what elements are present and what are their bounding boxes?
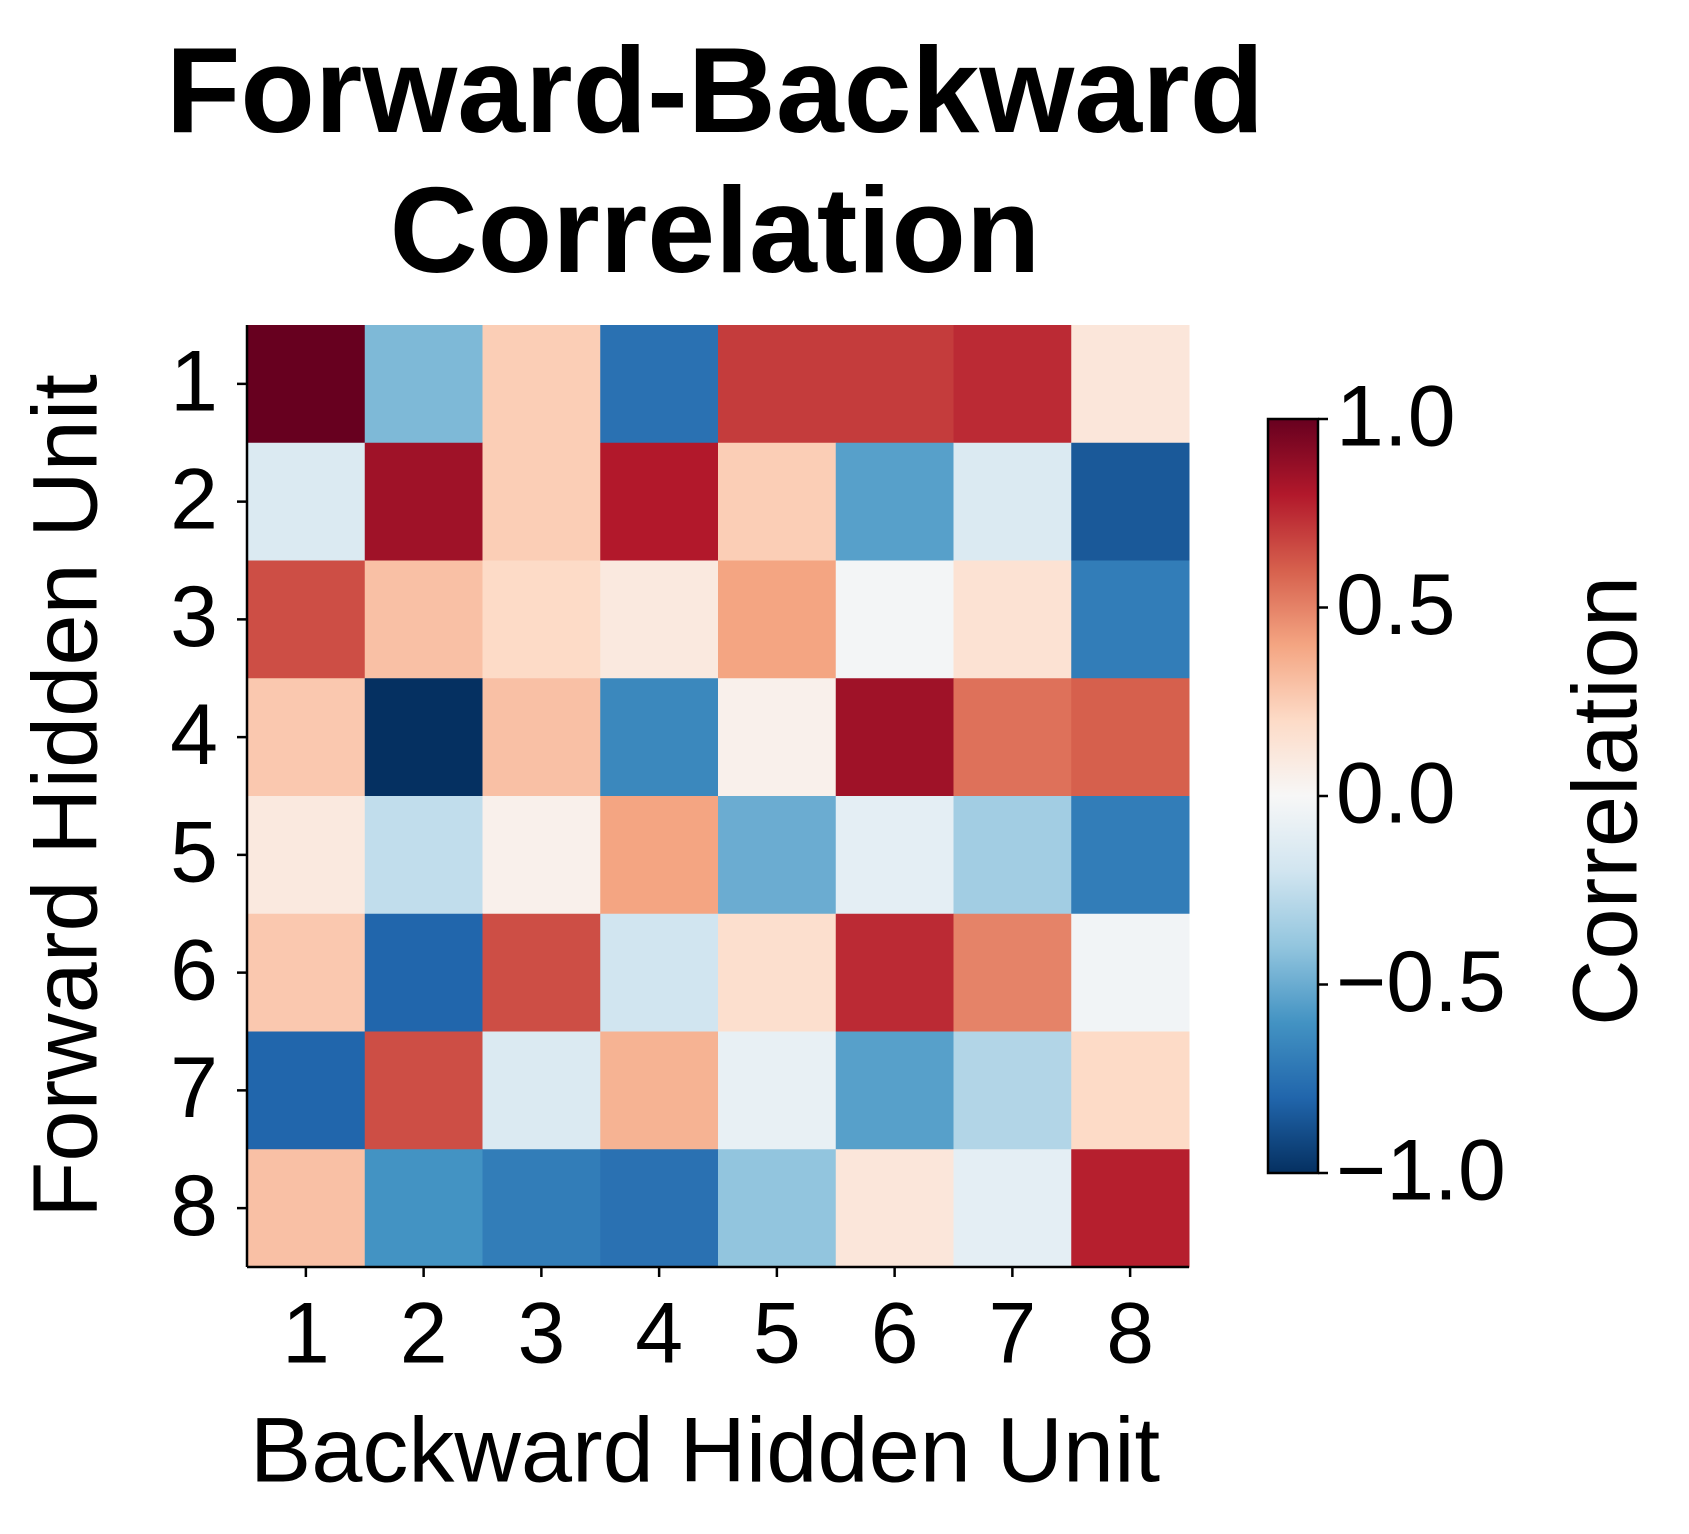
heatmap-cell: [600, 325, 719, 444]
heatmap-cell: [482, 796, 601, 915]
x-tick-label: 2: [400, 1286, 448, 1382]
heatmap-cell: [718, 1149, 837, 1268]
heatmap-cell: [364, 1149, 483, 1268]
heatmap-cell: [835, 913, 954, 1032]
y-tick-label: 6: [170, 922, 218, 1018]
heatmap-cell: [482, 325, 601, 444]
heatmap-cell: [1071, 442, 1190, 561]
x-tick-label: 3: [517, 1286, 565, 1382]
colorbar-tick-label: 0.0: [1336, 746, 1456, 842]
heatmap-cell: [953, 1031, 1072, 1150]
heatmap-cell: [953, 1149, 1072, 1268]
colorbar: [1266, 417, 1320, 1175]
heatmap-cell: [247, 1149, 366, 1268]
heatmap-cell: [247, 913, 366, 1032]
heatmap-cell: [600, 560, 719, 679]
heatmap-cell: [835, 678, 954, 797]
heatmap-cell: [364, 1031, 483, 1150]
x-tick-label: 6: [871, 1286, 919, 1382]
x-tick-label: 1: [282, 1286, 330, 1382]
heatmap-cell: [482, 913, 601, 1032]
x-tick-label: 5: [753, 1286, 801, 1382]
heatmap-cell: [953, 796, 1072, 915]
heatmap-cell: [600, 1031, 719, 1150]
heatmap-cell: [600, 442, 719, 561]
heatmap-cell: [482, 442, 601, 561]
heatmap-cell: [1071, 1149, 1190, 1268]
heatmap-cell: [718, 442, 837, 561]
heatmap-cell: [1071, 560, 1190, 679]
heatmap-cell: [600, 678, 719, 797]
heatmap-cell: [600, 1149, 719, 1268]
heatmap-cell: [364, 913, 483, 1032]
y-tick-label: 2: [170, 451, 218, 547]
heatmap-cell: [364, 678, 483, 797]
heatmap-cell: [364, 325, 483, 444]
heatmap-cell: [482, 1031, 601, 1150]
y-tick-label: 4: [170, 687, 218, 783]
heatmap-cell: [835, 442, 954, 561]
heatmap-cell: [247, 325, 366, 444]
heatmap-cell: [835, 325, 954, 444]
heatmap-cell: [482, 678, 601, 797]
colorbar-tick-label: 1.0: [1336, 369, 1456, 465]
heatmap-cell: [600, 913, 719, 1032]
heatmap-cell: [247, 442, 366, 561]
colorbar-label: Correlation: [1554, 576, 1656, 1026]
x-tick-label: 4: [635, 1286, 683, 1382]
y-tick-label: 5: [170, 805, 218, 901]
heatmap-cell: [1071, 913, 1190, 1032]
heatmap-cell: [718, 913, 837, 1032]
x-tick-label: 8: [1106, 1286, 1154, 1382]
y-tick-label: 8: [170, 1158, 218, 1254]
heatmap-cell: [718, 678, 837, 797]
heatmap-cell: [718, 796, 837, 915]
heatmap-cell: [482, 560, 601, 679]
x-tick-label: 7: [988, 1286, 1036, 1382]
heatmap-cell: [364, 442, 483, 561]
y-axis-label: Forward Hidden Unit: [14, 374, 116, 1218]
heatmap-cell: [835, 560, 954, 679]
heatmap-cell: [953, 913, 1072, 1032]
heatmap-cell: [247, 560, 366, 679]
heatmap-cell: [247, 1031, 366, 1150]
heatmap-cell: [835, 1149, 954, 1268]
colorbar-tick-label: −0.5: [1336, 934, 1506, 1030]
heatmap-cell: [1071, 796, 1190, 915]
heatmap-cell: [953, 442, 1072, 561]
heatmap-cell: [953, 678, 1072, 797]
heatmap-cell: [247, 678, 366, 797]
heatmap-cell: [953, 325, 1072, 444]
heatmap-cell: [718, 1031, 837, 1150]
heatmap-cell: [835, 1031, 954, 1150]
colorbar-tick-label: 0.5: [1336, 557, 1456, 653]
chart-title: Forward-Backward Correlation: [165, 22, 1265, 298]
heatmap-cell: [364, 796, 483, 915]
heatmap-cell: [953, 560, 1072, 679]
y-tick-label: 1: [170, 334, 218, 430]
heatmap-cell: [718, 325, 837, 444]
heatmap-cell: [600, 796, 719, 915]
colorbar-tick-label: −1.0: [1336, 1123, 1506, 1219]
y-tick-label: 7: [170, 1040, 218, 1136]
heatmap-cell: [835, 796, 954, 915]
y-tick-label: 3: [170, 569, 218, 665]
heatmap-cell: [364, 560, 483, 679]
heatmap-cell: [1071, 1031, 1190, 1150]
heatmap-cell: [718, 560, 837, 679]
heatmap-cell: [1071, 678, 1190, 797]
x-axis-label: Backward Hidden Unit: [250, 1399, 1160, 1501]
heatmap-cell: [482, 1149, 601, 1268]
heatmap-cell: [247, 796, 366, 915]
heatmap-cell: [1071, 325, 1190, 444]
